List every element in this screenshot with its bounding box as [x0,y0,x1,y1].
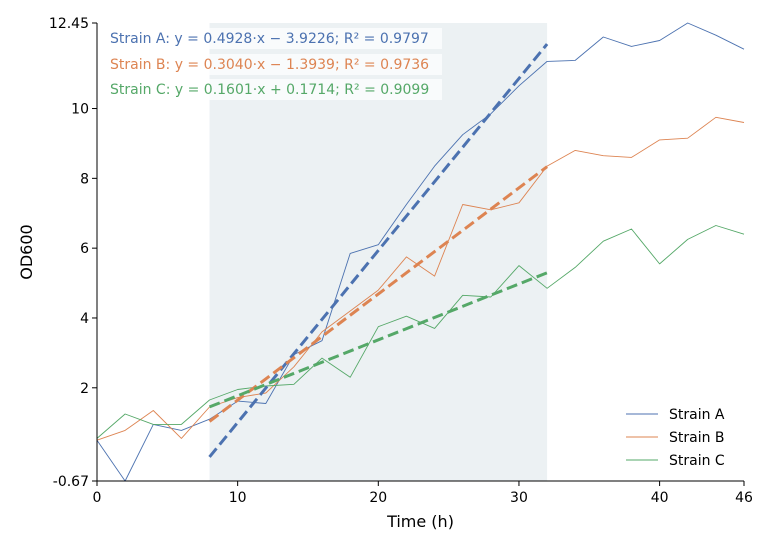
x-tick-label: 10 [229,490,247,506]
x-tick-label: 46 [735,490,753,506]
fit-line-3 [208,271,548,409]
x-axis-ticks: 0 10 20 30 40 46 [93,481,753,506]
fit-line-1 [208,43,549,458]
fit-annotation-backdrop [107,54,442,75]
fit-line-2 [208,165,548,423]
x-axis-label: Time (h) [386,512,454,531]
y-tick-label: 8 [80,171,89,187]
legend-label-1: Strain A [669,407,725,423]
y-tick-label: 10 [71,102,89,118]
y-tick-label: 6 [80,241,89,257]
fit-annotation-backdrop [107,28,442,49]
fit-annotation-3: Strain C: y = 0.1601·x + 0.1714; R² = 0.… [110,82,429,98]
legend: Strain A Strain B Strain C [626,407,725,469]
y-tick-label: 2 [80,381,89,397]
fit-annotation-2: Strain B: y = 0.3040·x − 1.3939; R² = 0.… [110,57,429,73]
y-axis-label: OD600 [17,224,36,279]
x-tick-label: 0 [93,490,102,506]
x-tick-label: 40 [651,490,669,506]
y-tick-label: -0.67 [53,474,89,490]
y-axis-ticks: -0.67 2 4 6 8 10 12.45 [49,16,97,490]
y-tick-label: 4 [80,311,89,327]
x-tick-label: 30 [510,490,528,506]
series-line-1 [96,22,745,482]
legend-label-2: Strain B [669,430,725,446]
legend-label-3: Strain C [669,453,725,469]
x-tick-label: 20 [369,490,387,506]
fit-equation-annotations: Strain A: y = 0.4928·x − 3.9226; R² = 0.… [107,28,442,100]
fit-annotation-1: Strain A: y = 0.4928·x − 3.9226; R² = 0.… [110,31,429,47]
fit-lines [208,43,549,458]
fit-annotation-backdrop [107,79,442,100]
series-line-2 [96,116,745,441]
y-tick-label: 12.45 [49,16,89,32]
